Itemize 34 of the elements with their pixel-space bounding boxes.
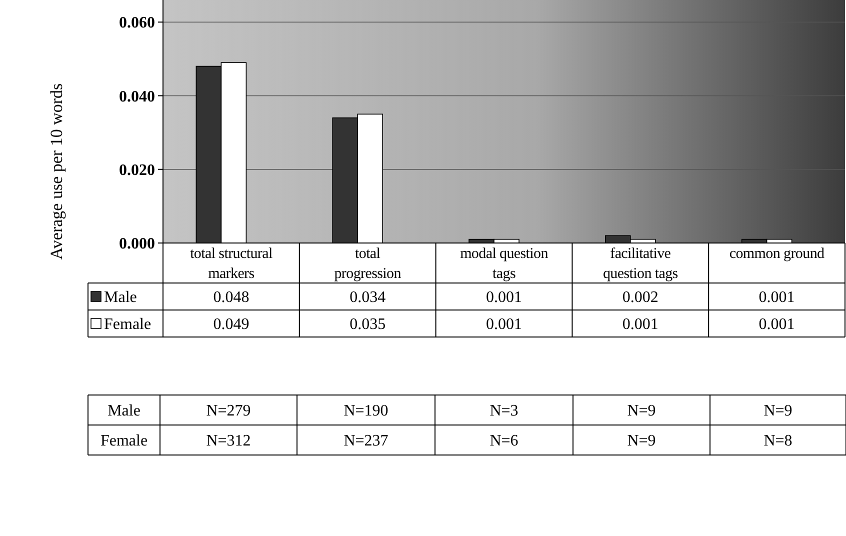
x-tick-label: facilitative question tags: [602, 246, 678, 282]
y-tick-label: 0.060: [119, 14, 155, 32]
x-tick-label: total progression: [334, 246, 402, 282]
x-tick-label: total structural markers: [190, 246, 272, 282]
legend-label: Male: [104, 289, 137, 306]
data-label: 0.001: [486, 316, 522, 334]
data-label: 0.049: [213, 316, 250, 334]
x-tick-label: common ground: [729, 246, 826, 262]
y-tick-label: 0.020: [119, 162, 155, 179]
data-label: 0.001: [622, 316, 658, 334]
x-tick-label: modal question tags: [460, 246, 549, 282]
text: Female: [100, 432, 148, 450]
data-label: 0.001: [758, 289, 795, 306]
text: N=9: [627, 432, 656, 450]
text: N=9: [764, 402, 792, 420]
text: N=3: [490, 402, 518, 420]
text: N=190: [344, 402, 388, 420]
data-label: 0.035: [350, 316, 386, 334]
text: N=312: [206, 432, 251, 450]
data-label: 0.001: [486, 289, 522, 306]
data-label: 0.001: [758, 316, 795, 334]
text: Male: [108, 402, 140, 420]
text: N=9: [627, 402, 656, 420]
legend-label: Female: [104, 316, 152, 334]
text: N=279: [206, 402, 251, 420]
text: N=6: [490, 432, 518, 450]
text: N=8: [764, 432, 792, 450]
y-axis-title: Average use per 10 words: [47, 83, 66, 260]
text: N=237: [344, 432, 388, 450]
y-tick-label: 0.000: [119, 236, 155, 253]
data-label: 0.048: [213, 289, 250, 306]
y-tick-label: 0.040: [119, 88, 155, 106]
data-label: 0.034: [350, 289, 386, 306]
data-label: 0.002: [622, 289, 658, 306]
